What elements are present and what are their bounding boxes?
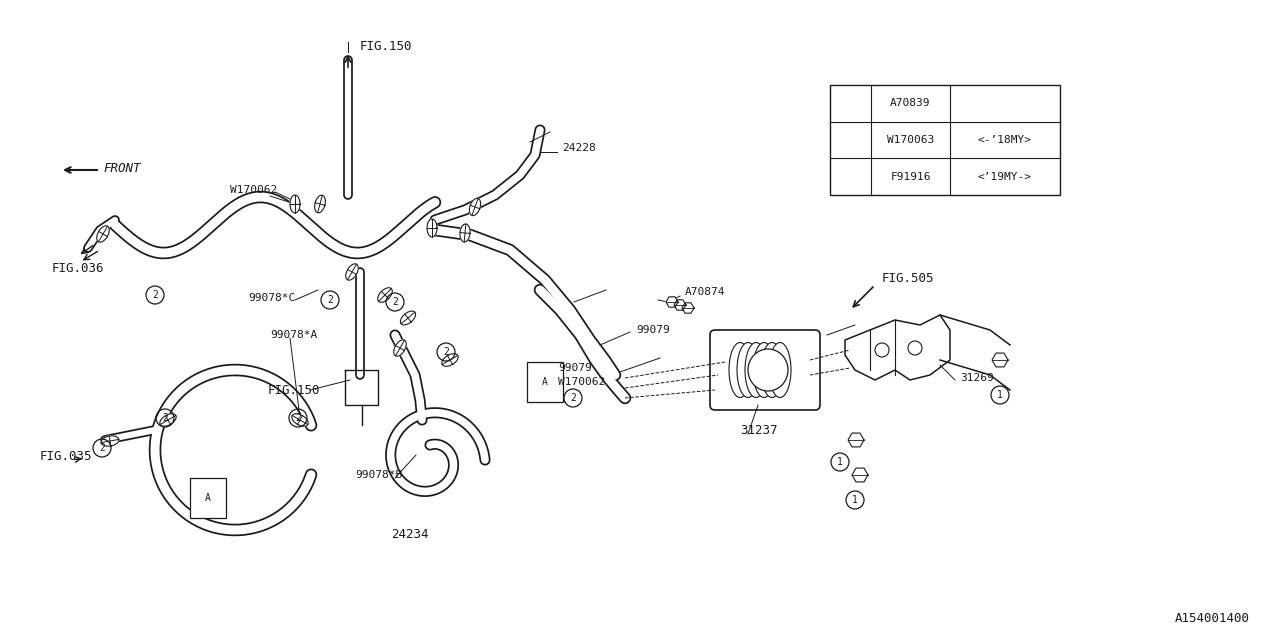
Text: 2: 2: [443, 347, 449, 357]
Text: 1: 1: [997, 390, 1004, 400]
Polygon shape: [442, 354, 458, 366]
Polygon shape: [394, 340, 406, 356]
Ellipse shape: [769, 342, 791, 397]
Text: W170063: W170063: [887, 135, 934, 145]
Ellipse shape: [753, 342, 774, 397]
Text: A: A: [541, 377, 548, 387]
Text: A70874: A70874: [685, 287, 726, 297]
Text: 31269: 31269: [960, 373, 993, 383]
Text: FIG.505: FIG.505: [882, 271, 934, 285]
Text: FIG.035: FIG.035: [40, 449, 92, 463]
Text: FIG.036: FIG.036: [52, 262, 105, 275]
Text: 2: 2: [847, 135, 854, 145]
Text: 99079: 99079: [636, 325, 669, 335]
Text: <-’18MY>: <-’18MY>: [978, 135, 1032, 145]
Text: 1: 1: [837, 457, 844, 467]
Text: 31237: 31237: [740, 424, 777, 436]
Polygon shape: [428, 219, 436, 237]
Text: 24228: 24228: [562, 143, 595, 153]
Text: 2: 2: [152, 290, 157, 300]
Circle shape: [876, 343, 890, 357]
Text: 99078*B: 99078*B: [355, 470, 402, 480]
Ellipse shape: [737, 342, 759, 397]
Text: W170062: W170062: [230, 185, 278, 195]
Polygon shape: [470, 198, 480, 216]
Text: 1: 1: [847, 99, 854, 108]
FancyBboxPatch shape: [710, 330, 820, 410]
Text: 2: 2: [163, 413, 168, 423]
Text: FRONT: FRONT: [102, 163, 141, 175]
Text: A70839: A70839: [891, 99, 931, 108]
Text: 2: 2: [570, 393, 576, 403]
Polygon shape: [992, 353, 1009, 367]
Circle shape: [908, 341, 922, 355]
Text: 99079: 99079: [558, 363, 591, 373]
Polygon shape: [675, 300, 686, 310]
Text: 1: 1: [852, 495, 858, 505]
Polygon shape: [401, 311, 416, 325]
Polygon shape: [315, 195, 325, 212]
Text: F91916: F91916: [891, 172, 931, 182]
Ellipse shape: [762, 342, 783, 397]
Polygon shape: [852, 468, 868, 482]
Polygon shape: [160, 413, 177, 426]
Ellipse shape: [730, 342, 751, 397]
Bar: [829, 85, 1060, 195]
Polygon shape: [845, 315, 950, 380]
Text: <’19MY->: <’19MY->: [978, 172, 1032, 182]
Ellipse shape: [748, 349, 788, 391]
Text: A154001400: A154001400: [1175, 612, 1251, 625]
Text: FIG.150: FIG.150: [268, 383, 320, 397]
Polygon shape: [460, 224, 470, 242]
Text: 2: 2: [328, 295, 333, 305]
Polygon shape: [101, 436, 119, 446]
Text: 2: 2: [392, 297, 398, 307]
Polygon shape: [682, 303, 694, 313]
Text: 2: 2: [99, 443, 105, 453]
Text: W170062: W170062: [558, 377, 605, 387]
Polygon shape: [291, 195, 300, 213]
Polygon shape: [666, 297, 678, 307]
Text: 24234: 24234: [392, 529, 429, 541]
Text: FIG.150: FIG.150: [360, 40, 412, 52]
Text: A: A: [205, 493, 211, 503]
Polygon shape: [849, 433, 864, 447]
Text: 2: 2: [296, 413, 301, 423]
Polygon shape: [292, 413, 308, 426]
Polygon shape: [346, 264, 358, 280]
Text: 99078*A: 99078*A: [270, 330, 317, 340]
Text: 99078*C: 99078*C: [248, 293, 296, 303]
Ellipse shape: [745, 342, 767, 397]
Polygon shape: [97, 226, 109, 242]
Polygon shape: [378, 288, 392, 302]
